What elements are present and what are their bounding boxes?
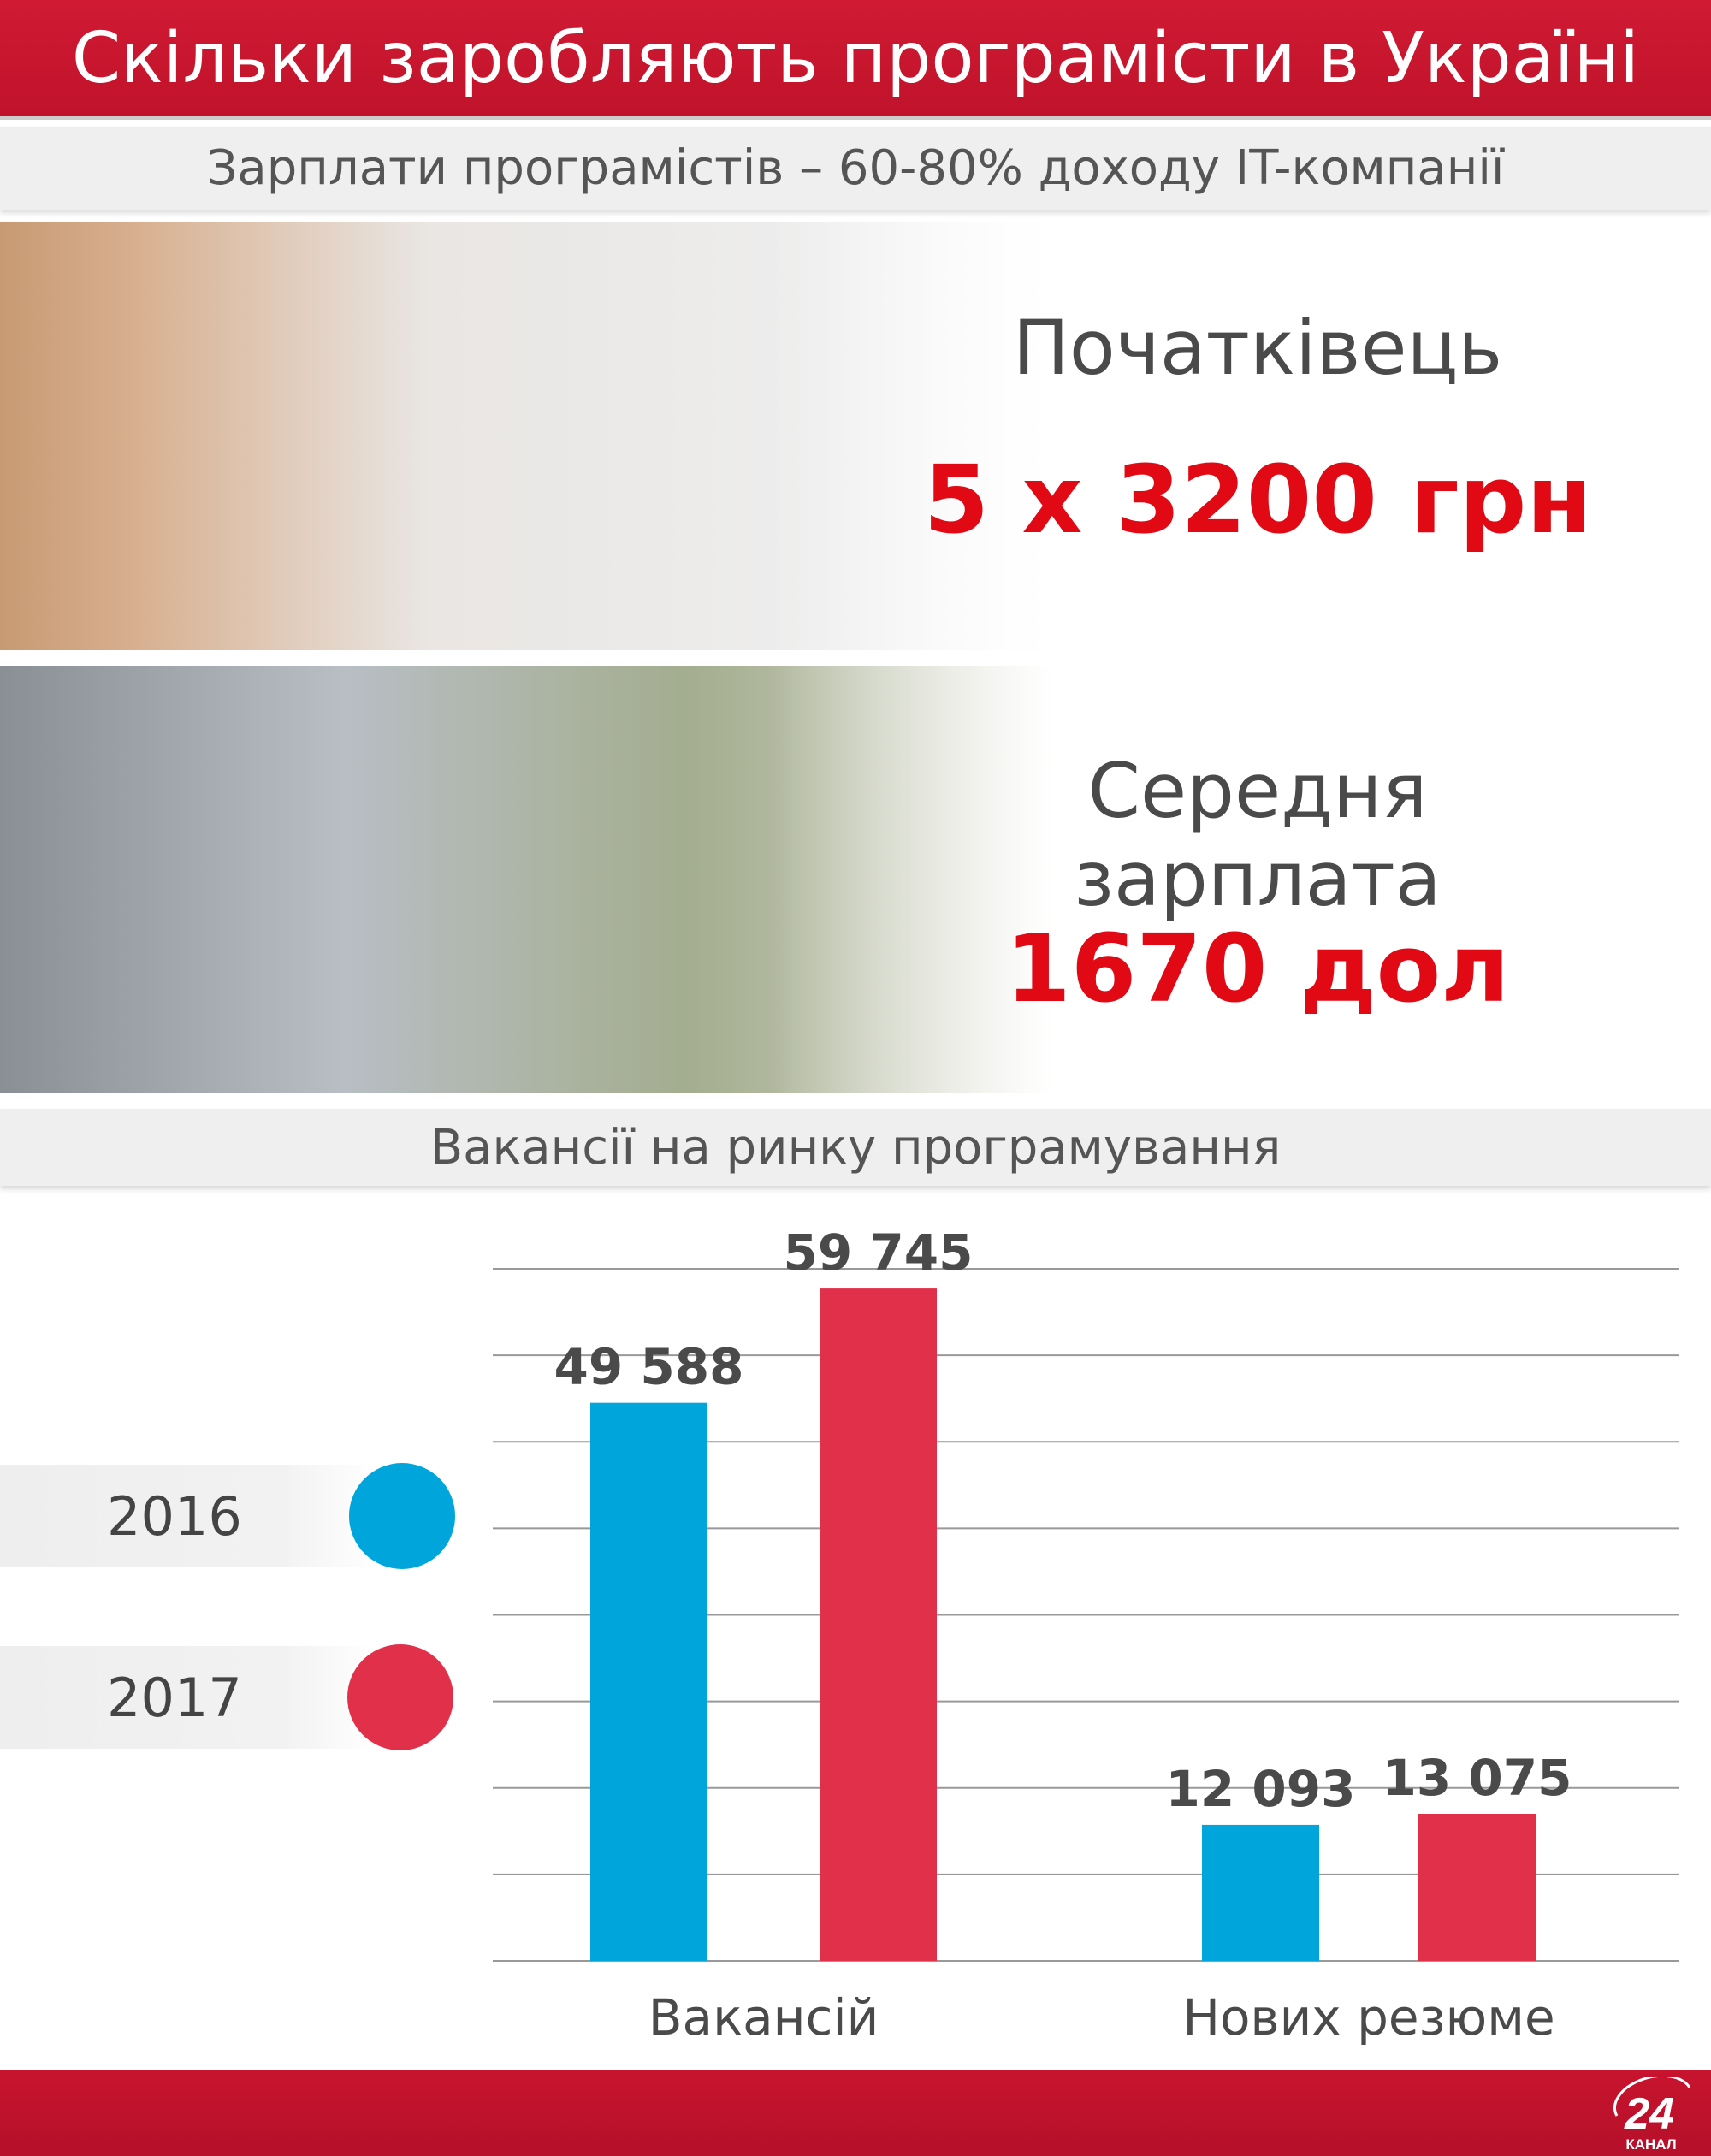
photo-junior: Початківець 5 х 3200 грн: [0, 222, 1711, 650]
channel-24-logo: 24 КАНАЛ: [1613, 2077, 1691, 2153]
average-value: 1670 дол: [1005, 914, 1510, 1023]
legend-2017: 2017: [0, 1646, 376, 1749]
footer: 24 КАНАЛ: [0, 2070, 1711, 2156]
subtitle: Зарплати програмістів – 60-80% доходу IT…: [0, 127, 1711, 210]
junior-label: Початківець: [1012, 304, 1503, 392]
data-label: 13 075: [1382, 1749, 1572, 1807]
bar-2016-0: [590, 1402, 707, 1961]
section-title: Вакансії на ринку програмування: [0, 1109, 1711, 1186]
photo-average: Середня зарплата 1670 дол: [0, 666, 1711, 1093]
category-label: Нових резюме: [1182, 1988, 1554, 2046]
bar-2016-1: [1202, 1824, 1319, 1961]
page-title: Скільки заробляють програмісти в Україні: [0, 0, 1711, 120]
legend-2016: 2016: [0, 1465, 376, 1567]
bar-2017-0: [820, 1288, 937, 1961]
legend-label: 2017: [107, 1666, 242, 1729]
data-label: 12 093: [1166, 1760, 1356, 1818]
bar-chart: 49 588 59 745 Вакансій 12 093 13 075 Нових ре…: [493, 1223, 1679, 2046]
legend-dot-2017: [347, 1644, 453, 1750]
bar-2017-1: [1418, 1814, 1536, 1961]
average-label: Середня зарплата: [1074, 747, 1442, 923]
logo-number: 24: [1624, 2089, 1674, 2139]
data-label: 59 745: [784, 1223, 974, 1282]
data-label: 49 588: [554, 1338, 744, 1396]
legend-label: 2016: [107, 1484, 242, 1548]
category-label: Вакансій: [648, 1988, 879, 2046]
legend-dot-2016: [349, 1463, 455, 1569]
junior-value: 5 х 3200 грн: [923, 445, 1592, 554]
logo-text: КАНАЛ: [1625, 2136, 1676, 2153]
